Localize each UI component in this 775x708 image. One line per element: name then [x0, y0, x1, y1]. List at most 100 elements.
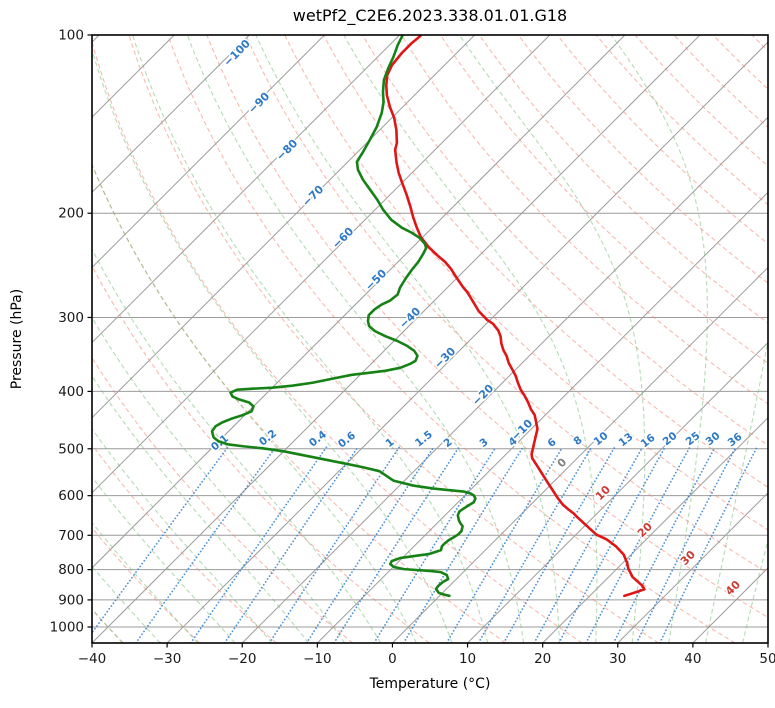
x-tick-label: 10 [459, 651, 476, 667]
x-tick-label: 20 [534, 651, 551, 667]
x-tick-label: 0 [388, 651, 397, 667]
mixing-ratio-line [477, 446, 593, 643]
mixing-ratio-label: 8 [571, 434, 584, 448]
dry-adiabat-line [556, 35, 768, 245]
dry-adiabat-line [92, 264, 430, 643]
isotherm-line [316, 191, 768, 643]
mixing-ratio-line [223, 446, 359, 643]
y-axis-label: Pressure (hPa) [9, 288, 25, 390]
y-tick-label: 700 [58, 528, 84, 544]
x-tick-label: −30 [153, 651, 182, 667]
mixing-ratio-label: 6 [545, 436, 558, 450]
x-tick-label: −40 [78, 651, 107, 667]
mixing-ratio-label: 10 [592, 430, 611, 448]
y-tick-label: 600 [58, 488, 84, 504]
sounding-profiles [210, 35, 646, 598]
dry-adiabat-line [751, 35, 768, 52]
dry-adiabat-line [712, 35, 768, 90]
dry-adiabat-line [362, 35, 768, 446]
isotherm-line [92, 35, 250, 194]
mixing-ratio-line [135, 446, 277, 643]
mixing-ratio-label: 0.2 [257, 428, 279, 449]
mixing-ratio-line [189, 446, 328, 643]
mixing-ratio-line [533, 446, 644, 643]
chart-title: wetPf2_C2E6.2023.338.01.01.G18 [292, 6, 568, 25]
mixing-ratio-line [502, 446, 616, 643]
dry-adiabat-line [634, 35, 768, 167]
y-tick-label: 400 [58, 384, 84, 400]
mixing-ratio-line [585, 446, 691, 643]
moist-adiabat-line [92, 476, 236, 643]
dry-adiabats [92, 35, 768, 643]
mixing-ratio-lines [92, 446, 758, 643]
y-tick-label: 800 [58, 562, 84, 578]
isotherm-line [467, 341, 768, 643]
isotherm-line [92, 35, 701, 643]
dry-adiabat-line [517, 35, 768, 284]
moist-adiabat-line [92, 163, 417, 643]
moist-adiabat-line [343, 35, 598, 643]
mixing-ratio-label: 30 [704, 430, 723, 448]
isotherm-line [92, 35, 626, 569]
moist-adiabat-line [610, 35, 708, 643]
mixing-ratio-line [333, 446, 460, 643]
dry-adiabat-line [440, 35, 768, 364]
moist-adiabat-line [92, 375, 309, 643]
moist-adiabat-line [742, 537, 768, 643]
moist-adiabat-line [255, 35, 561, 643]
plot-layers: −100−90−80−70−60−50−40−30−20−10010203040… [92, 35, 768, 643]
isotherm-label: −80 [274, 136, 301, 163]
mixing-ratio-label: 1 [383, 436, 396, 450]
isotherm-line [92, 35, 551, 494]
moist-adiabat-line [92, 248, 382, 643]
dry-adiabat-line [92, 39, 583, 643]
x-tick-label: 50 [759, 651, 775, 667]
mixing-ratio-line [635, 446, 737, 643]
dry-adiabat-line [323, 35, 768, 488]
x-tick-label: 40 [684, 651, 701, 667]
axis-ticks: −40 −30 −20 −10 0 10 20 30 40 5010020030040050060… [50, 28, 775, 668]
dry-adiabat-line [284, 35, 768, 531]
mixing-ratio-label: 13 [617, 431, 636, 449]
temperature-profile-line [384, 35, 646, 598]
x-tick-label: −10 [303, 651, 332, 667]
isotherm-line [92, 35, 175, 118]
mixing-ratio-label: 1.5 [413, 429, 435, 450]
isotherm-line [767, 642, 768, 643]
isotherm-label: −90 [246, 89, 273, 116]
y-tick-label: 200 [58, 206, 84, 222]
dry-adiabat-line [92, 527, 201, 643]
dry-adiabat-line [92, 356, 354, 643]
moist-adiabat-line [458, 35, 646, 643]
mixing-ratio-line [659, 446, 758, 643]
isotherm-line [692, 567, 768, 643]
x-tick-label: 30 [609, 651, 626, 667]
dry-adiabat-line [245, 35, 768, 574]
isotherms [92, 35, 768, 643]
isotherm-label: −20 [470, 381, 497, 408]
isotherm-line [92, 35, 325, 269]
dewpoint-profile-line [210, 35, 477, 598]
moist-adiabat-line [92, 47, 453, 643]
dry-adiabat-line [128, 35, 659, 643]
mixing-ratio-label: 3 [477, 436, 490, 450]
mixing-ratio-line [373, 446, 497, 643]
dry-adiabat-line [478, 35, 768, 324]
mixing-ratio-line [402, 446, 524, 643]
dry-adiabat-line [167, 35, 736, 643]
x-axis-label: Temperature (°C) [369, 676, 491, 692]
isotherm-label: −30 [432, 344, 459, 371]
isotherm-label: −60 [330, 224, 357, 251]
mixing-ratio-line [612, 446, 716, 643]
moist-adiabat-line [705, 337, 768, 643]
mixing-ratio-line [445, 446, 564, 643]
mixing-ratio-line [558, 446, 666, 643]
y-tick-label: 100 [58, 28, 84, 44]
y-tick-label: 1000 [50, 620, 84, 636]
moist-adiabats [92, 35, 768, 643]
y-tick-label: 900 [58, 592, 84, 608]
isotherm-line [92, 35, 400, 344]
mixing-ratio-line [305, 446, 435, 643]
